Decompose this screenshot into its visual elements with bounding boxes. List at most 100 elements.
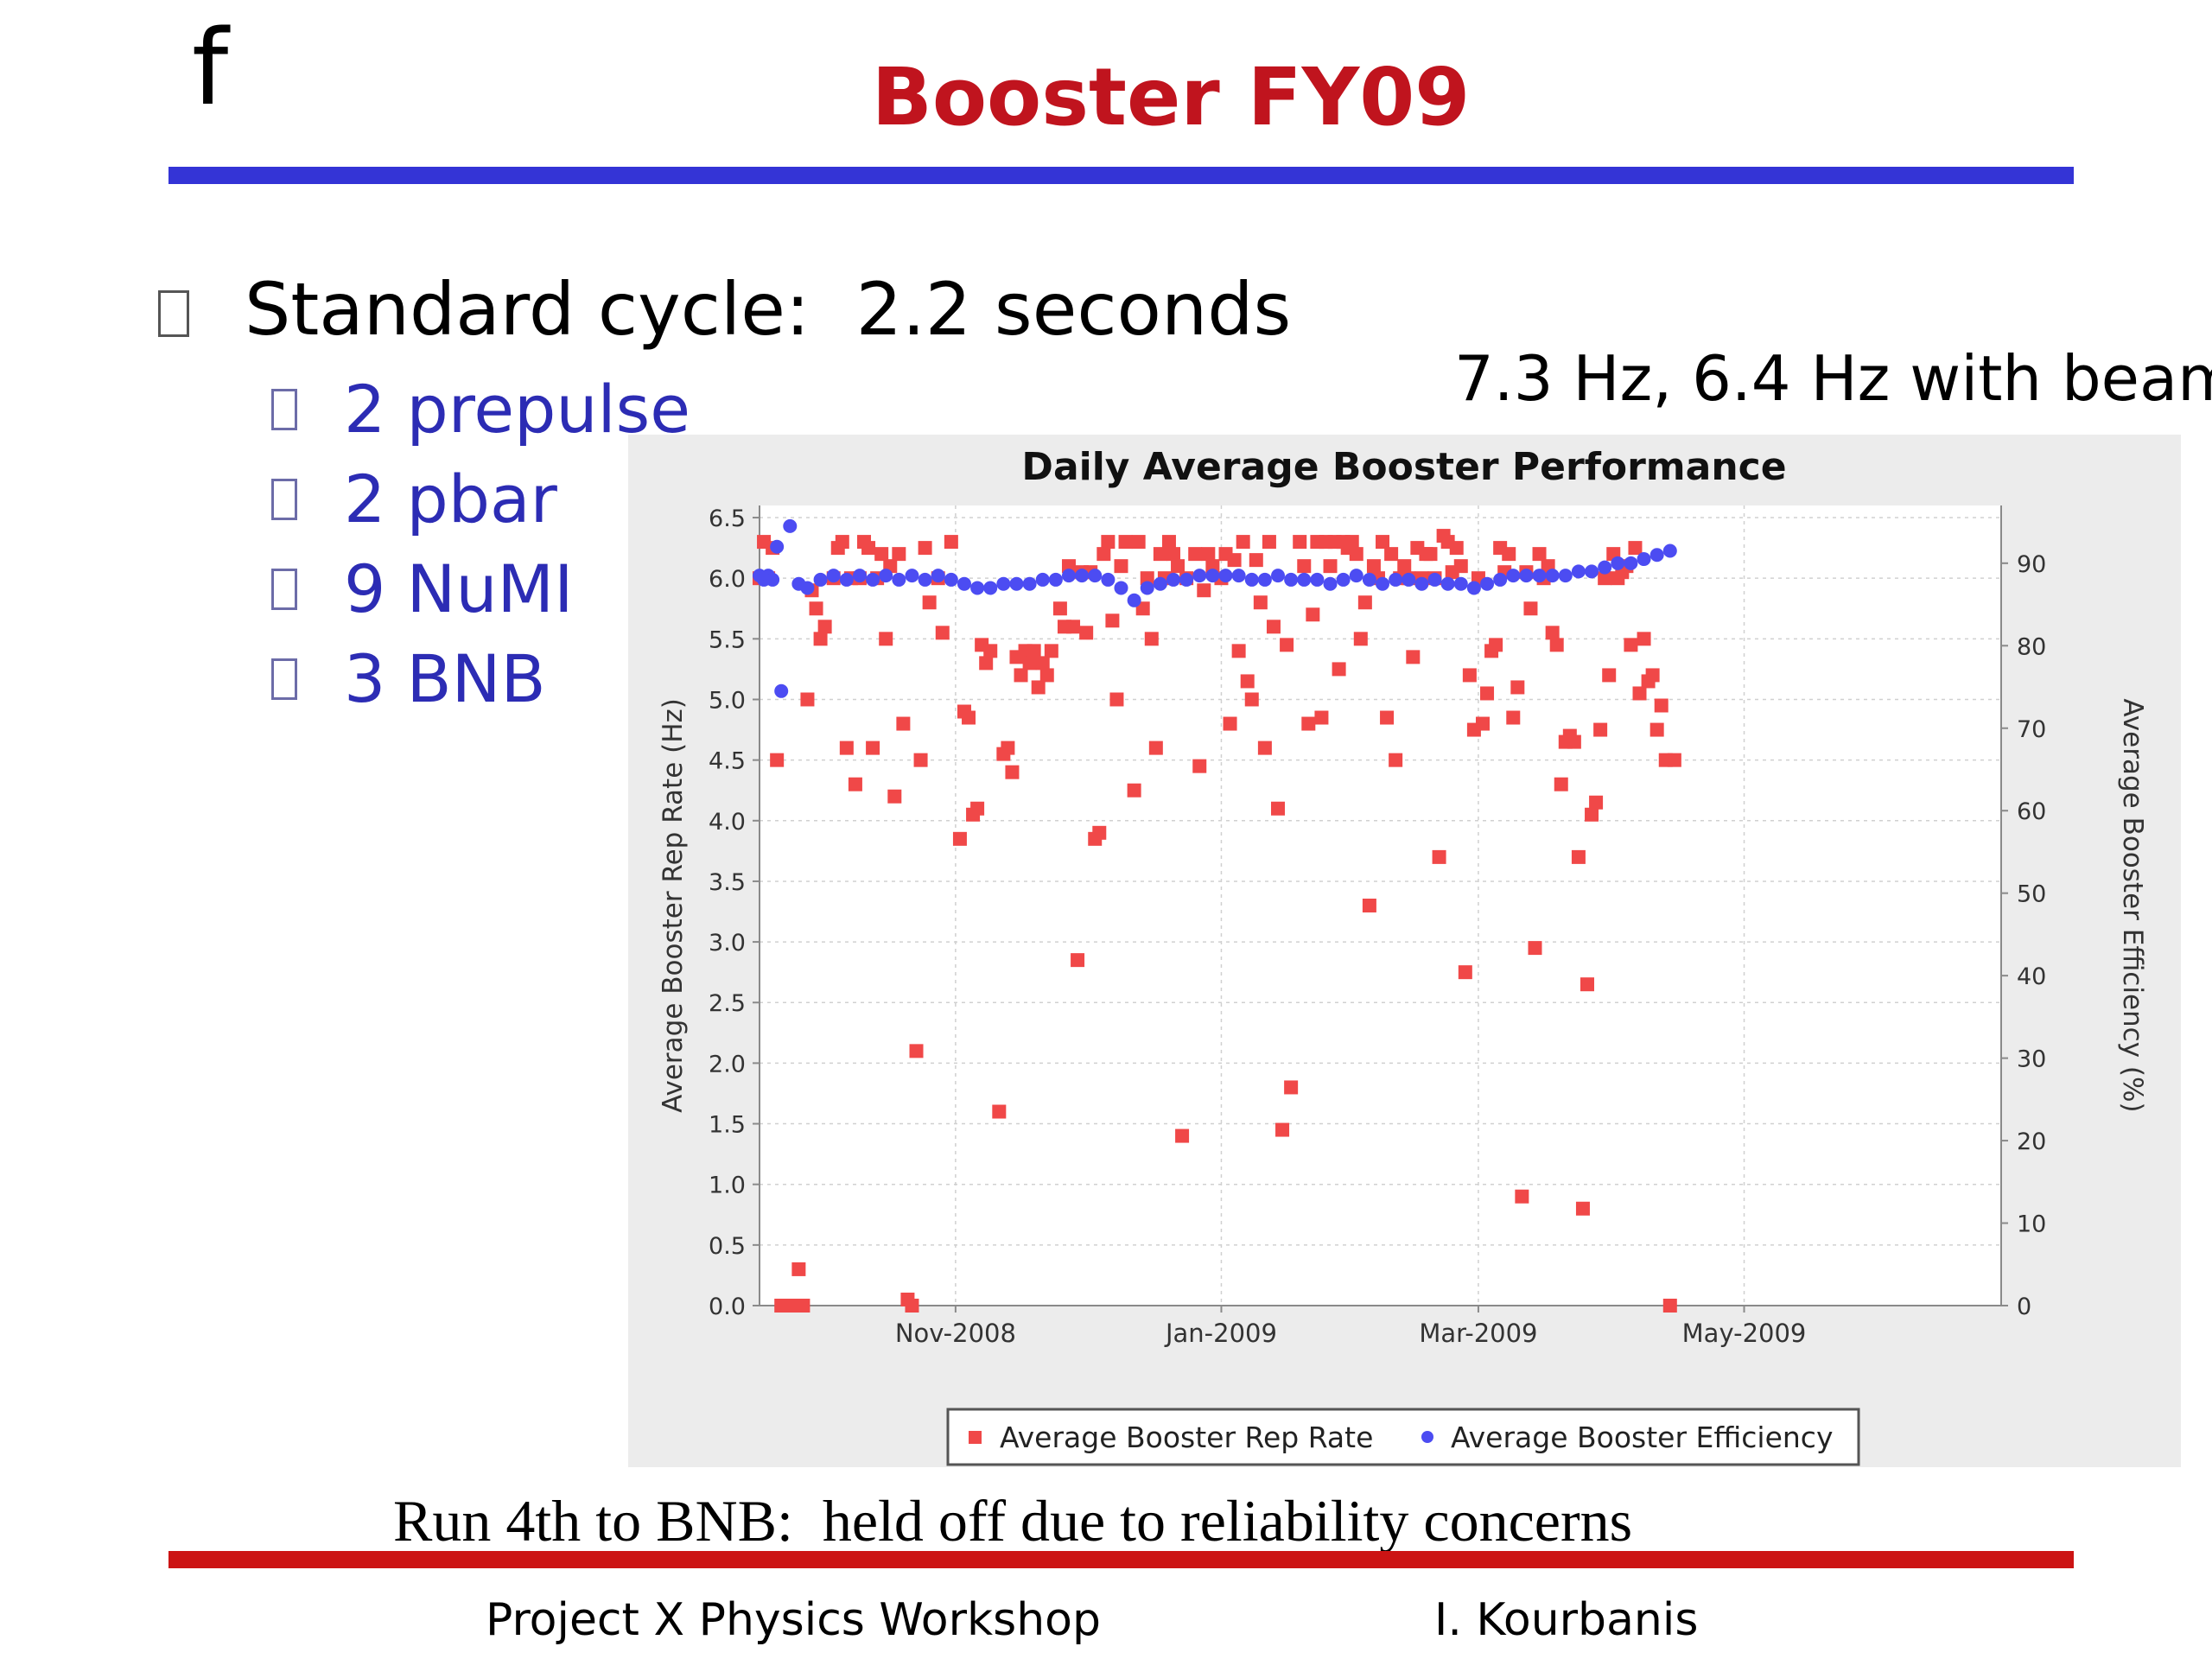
y2-tick-label: 0 [2017, 1294, 2031, 1320]
sub-bullet-marker [271, 479, 297, 520]
rep-rate-point [1480, 686, 1495, 701]
rep-rate-point [1632, 686, 1647, 701]
efficiency-point [1035, 572, 1050, 587]
bnb-note: Run 4th to BNB: held off due to reliabil… [393, 1488, 1633, 1554]
rep-rate-point [1092, 825, 1107, 840]
rep-rate-point [1515, 1189, 1529, 1204]
rep-rate-point [1654, 698, 1669, 713]
y-tick-label: 4.0 [709, 809, 746, 836]
sub-bullet-pbar: 2 pbar [344, 461, 557, 537]
efficiency-point [957, 576, 971, 591]
efficiency-point [1662, 543, 1677, 558]
rep-rate-point [1188, 547, 1203, 562]
rep-rate-point [1545, 626, 1560, 640]
rep-rate-point [1249, 553, 1263, 568]
rep-rate-point [1227, 553, 1242, 568]
legend-efficiency-label: Average Booster Efficiency [1451, 1421, 1833, 1454]
sub-bullet-marker [271, 658, 297, 700]
efficiency-point [931, 569, 945, 583]
footer-event: Project X Physics Workshop [486, 1594, 1101, 1646]
rep-rate-point [1236, 535, 1250, 550]
rep-rate-point [1506, 710, 1521, 725]
chart-title: Daily Average Booster Performance [1021, 445, 1786, 489]
efficiency-point [813, 572, 828, 587]
y2-tick-label: 80 [2017, 633, 2046, 660]
booster-performance-chart: Daily Average Booster Performance 0.0 0.5… [658, 445, 2148, 1466]
efficiency-point [1362, 572, 1376, 587]
rep-rate-point [1205, 559, 1220, 574]
y-tick-label: 6.0 [709, 566, 746, 593]
efficiency-point [1611, 556, 1625, 570]
efficiency-point [1271, 569, 1286, 583]
rep-rate-point [874, 547, 889, 562]
rep-rate-point [887, 789, 902, 804]
rep-rate-point [935, 626, 950, 640]
slide-title: Booster FY09 [871, 51, 1471, 143]
rep-rate-point [1297, 559, 1312, 574]
rep-rate-point [1662, 1299, 1677, 1313]
rep-rate-point [1593, 722, 1608, 737]
rep-rate-point [913, 753, 928, 767]
rep-rate-point [918, 541, 932, 556]
chart-panel: Daily Average Booster Performance 0.0 0.5… [628, 435, 2181, 1467]
rep-rate-point [1376, 535, 1390, 550]
rep-rate-point [1344, 535, 1359, 550]
rep-rate-point [1475, 716, 1490, 731]
rep-rate-point [1066, 620, 1081, 634]
rep-rate-point [1175, 1128, 1190, 1143]
y-tick-label: 2.5 [709, 990, 746, 1017]
x-tick-label: Jan-2009 [1164, 1319, 1277, 1348]
rep-rate-point [952, 831, 967, 846]
rep-rate-point [962, 710, 976, 725]
efficiency-point [970, 581, 985, 595]
rep-rate-point [1567, 734, 1581, 749]
rep-rate-point [1135, 601, 1150, 616]
rep-rate-point [1462, 668, 1477, 683]
efficiency-point [839, 572, 854, 587]
efficiency-point [1440, 576, 1455, 591]
efficiency-point [879, 569, 893, 583]
rep-rate-point [1637, 632, 1651, 646]
rep-rate-point [1502, 547, 1516, 562]
rep-rate-point [1449, 541, 1464, 556]
rep-rate-point [1114, 559, 1128, 574]
efficiency-point [774, 683, 789, 698]
efficiency-point [1166, 572, 1180, 587]
efficiency-point [1427, 572, 1442, 587]
rep-rate-point [1244, 692, 1259, 707]
efficiency-point [1480, 576, 1495, 591]
rep-rate-point [1366, 559, 1381, 574]
rep-rate-point [800, 692, 815, 707]
y2-tick-label: 40 [2017, 963, 2046, 990]
rep-rate-point [1071, 953, 1085, 968]
rep-rate-point [1667, 753, 1681, 767]
rep-rate-point [1549, 638, 1564, 652]
efficiency-point [1231, 569, 1246, 583]
efficiency-point [1114, 581, 1128, 595]
efficiency-point [866, 572, 880, 587]
efficiency-point [1519, 569, 1534, 583]
efficiency-point [1585, 564, 1599, 579]
rep-rate-point [866, 741, 880, 755]
rep-rate-point [1253, 595, 1268, 610]
rep-rate-point [1406, 650, 1421, 664]
efficiency-point [1336, 572, 1351, 587]
rep-rate-point [770, 753, 785, 767]
slide-corner-mark: f [192, 9, 229, 129]
efficiency-point [1048, 572, 1063, 587]
rep-rate-point [1096, 547, 1111, 562]
rep-rate-point [1284, 1080, 1299, 1095]
rep-rate-point [1397, 559, 1412, 574]
efficiency-point [918, 572, 932, 587]
rep-rate-point [1171, 559, 1185, 574]
efficiency-point [1192, 569, 1207, 583]
rep-rate-point [1079, 626, 1094, 640]
y2-tick-label: 30 [2017, 1046, 2046, 1073]
rep-rate-point [1353, 632, 1368, 646]
rep-rate-point [809, 601, 823, 616]
rep-rate-point [879, 632, 893, 646]
y-tick-label: 1.0 [709, 1173, 746, 1199]
efficiency-point [1624, 556, 1638, 570]
rep-rate-point [1280, 638, 1294, 652]
rep-rate-point [1052, 601, 1067, 616]
